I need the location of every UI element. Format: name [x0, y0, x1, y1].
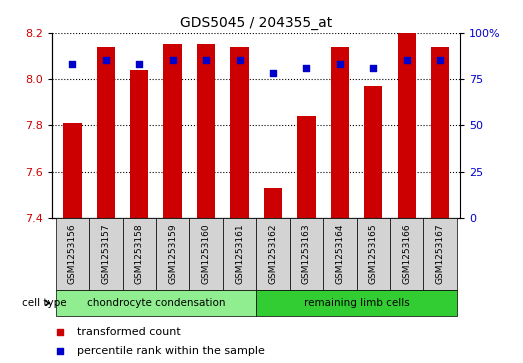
Point: [336, 61, 344, 67]
Text: GSM1253157: GSM1253157: [101, 224, 110, 285]
Point: [101, 57, 110, 63]
Point: [326, 58, 335, 64]
Bar: [390, 218, 424, 290]
Point: [326, 229, 335, 235]
Text: remaining limb cells: remaining limb cells: [304, 298, 410, 308]
Bar: [63, 123, 82, 218]
Text: GSM1253164: GSM1253164: [335, 224, 344, 284]
Point: [403, 57, 411, 63]
Bar: [331, 46, 349, 218]
Bar: [130, 70, 149, 218]
Point: [235, 57, 244, 63]
Bar: [189, 218, 223, 290]
Point: [436, 57, 445, 63]
Text: percentile rank within the sample: percentile rank within the sample: [77, 346, 265, 356]
Text: chondrocyte condensation: chondrocyte condensation: [87, 298, 225, 308]
Bar: [55, 218, 89, 290]
Bar: [256, 290, 457, 316]
Point: [68, 61, 76, 67]
Bar: [357, 218, 390, 290]
Point: [269, 70, 277, 76]
Point: [369, 65, 378, 71]
Text: GSM1253162: GSM1253162: [268, 224, 278, 284]
Bar: [424, 218, 457, 290]
Text: GSM1253158: GSM1253158: [135, 224, 144, 285]
Title: GDS5045 / 204355_at: GDS5045 / 204355_at: [180, 16, 333, 30]
Bar: [364, 86, 382, 218]
Text: GSM1253161: GSM1253161: [235, 224, 244, 285]
Point: [135, 61, 143, 67]
Bar: [97, 46, 115, 218]
Bar: [55, 290, 256, 316]
Bar: [323, 218, 357, 290]
Bar: [290, 218, 323, 290]
Bar: [223, 218, 256, 290]
Bar: [256, 218, 290, 290]
Text: GSM1253163: GSM1253163: [302, 224, 311, 285]
Text: GSM1253156: GSM1253156: [68, 224, 77, 285]
Point: [302, 65, 311, 71]
Text: GSM1253159: GSM1253159: [168, 224, 177, 285]
Bar: [264, 188, 282, 218]
Bar: [431, 46, 449, 218]
Bar: [230, 46, 249, 218]
Text: GSM1253166: GSM1253166: [402, 224, 411, 285]
Text: GSM1253165: GSM1253165: [369, 224, 378, 285]
Text: cell type: cell type: [22, 298, 67, 308]
Bar: [156, 218, 189, 290]
Bar: [197, 44, 215, 218]
Bar: [297, 116, 315, 218]
Point: [168, 57, 177, 63]
Text: transformed count: transformed count: [77, 327, 180, 337]
Text: GSM1253160: GSM1253160: [201, 224, 211, 285]
Bar: [397, 33, 416, 218]
Text: GSM1253167: GSM1253167: [436, 224, 445, 285]
Bar: [122, 218, 156, 290]
Point: [202, 57, 210, 63]
Bar: [164, 44, 182, 218]
Bar: [89, 218, 122, 290]
